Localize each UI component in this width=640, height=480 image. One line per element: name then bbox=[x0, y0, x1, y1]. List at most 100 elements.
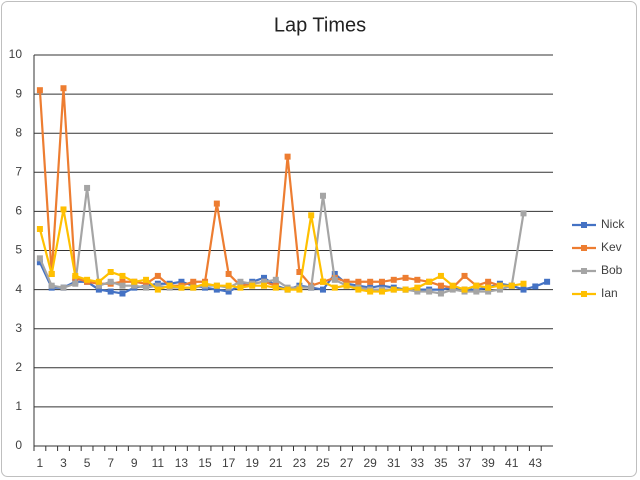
data-point bbox=[225, 288, 232, 295]
data-point bbox=[520, 286, 527, 293]
data-point bbox=[378, 282, 385, 289]
data-point bbox=[119, 290, 126, 297]
data-point bbox=[449, 282, 456, 289]
data-point bbox=[131, 282, 138, 289]
data-point bbox=[437, 282, 444, 289]
legend-marker bbox=[581, 222, 587, 228]
legend-label: Kev bbox=[601, 240, 622, 254]
data-point bbox=[143, 276, 150, 283]
y-tick-label: 7 bbox=[15, 164, 22, 178]
data-point bbox=[60, 85, 67, 92]
data-point bbox=[213, 286, 220, 293]
data-point bbox=[261, 278, 268, 285]
x-tick-label: 9 bbox=[131, 456, 138, 470]
x-tick-label: 37 bbox=[458, 456, 472, 470]
legend-label: Ian bbox=[601, 286, 618, 300]
data-point bbox=[60, 206, 67, 213]
data-point bbox=[60, 284, 67, 291]
data-point bbox=[426, 288, 433, 295]
data-point bbox=[237, 278, 244, 285]
data-point bbox=[36, 225, 43, 232]
data-point bbox=[154, 286, 161, 293]
data-point bbox=[485, 288, 492, 295]
data-point bbox=[143, 280, 150, 287]
x-tick-label: 29 bbox=[363, 456, 377, 470]
data-point bbox=[225, 282, 232, 289]
x-tick-label: 7 bbox=[107, 456, 114, 470]
data-point bbox=[119, 272, 126, 279]
data-point bbox=[378, 278, 385, 285]
data-point bbox=[249, 282, 256, 289]
y-tick-label: 9 bbox=[15, 86, 22, 100]
legend-marker bbox=[581, 268, 587, 274]
data-point bbox=[237, 284, 244, 291]
data-point bbox=[437, 286, 444, 293]
x-tick-label: 35 bbox=[434, 456, 448, 470]
x-tick-label: 23 bbox=[293, 456, 307, 470]
data-point bbox=[107, 278, 114, 285]
data-point bbox=[343, 278, 350, 285]
x-tick-label: 5 bbox=[84, 456, 91, 470]
y-tick-label: 2 bbox=[15, 360, 22, 374]
x-tick-label: 33 bbox=[411, 456, 425, 470]
data-point bbox=[355, 278, 362, 285]
data-point bbox=[402, 286, 409, 293]
data-point bbox=[72, 272, 79, 279]
data-point bbox=[48, 282, 55, 289]
data-point bbox=[296, 286, 303, 293]
data-point bbox=[296, 269, 303, 276]
y-tick-label: 3 bbox=[15, 321, 22, 335]
data-point bbox=[319, 286, 326, 293]
data-point bbox=[48, 270, 55, 277]
x-tick-label: 11 bbox=[152, 456, 165, 470]
data-point bbox=[272, 276, 279, 283]
data-point bbox=[437, 272, 444, 279]
y-tick-label: 6 bbox=[15, 204, 22, 218]
y-tick-label: 4 bbox=[15, 282, 22, 296]
data-point bbox=[308, 284, 315, 291]
data-point bbox=[343, 282, 350, 289]
data-point bbox=[319, 192, 326, 199]
data-point bbox=[367, 278, 374, 285]
y-tick-label: 5 bbox=[15, 243, 22, 257]
data-point bbox=[95, 278, 102, 285]
data-point bbox=[473, 288, 480, 295]
data-point bbox=[36, 255, 43, 262]
data-point bbox=[508, 282, 515, 289]
data-point bbox=[402, 274, 409, 281]
data-point bbox=[131, 278, 138, 285]
data-point bbox=[390, 286, 397, 293]
data-point bbox=[143, 284, 150, 291]
data-point bbox=[496, 286, 503, 293]
data-point bbox=[485, 284, 492, 291]
data-point bbox=[84, 184, 91, 191]
data-point bbox=[190, 278, 197, 285]
data-point bbox=[154, 282, 161, 289]
data-point bbox=[166, 282, 173, 289]
x-tick-label: 17 bbox=[222, 456, 236, 470]
x-tick-label: 13 bbox=[175, 456, 189, 470]
data-point bbox=[225, 270, 232, 277]
data-point bbox=[331, 284, 338, 291]
data-point bbox=[95, 286, 102, 293]
data-point bbox=[119, 278, 126, 285]
legend-marker bbox=[581, 245, 587, 251]
x-tick-label: 21 bbox=[269, 456, 283, 470]
data-point bbox=[284, 153, 291, 160]
x-tick-label: 25 bbox=[316, 456, 330, 470]
data-point bbox=[154, 272, 161, 279]
x-tick-label: 19 bbox=[246, 456, 260, 470]
data-point bbox=[367, 288, 374, 295]
data-point bbox=[414, 276, 421, 283]
data-point bbox=[308, 212, 315, 219]
x-tick-label: 27 bbox=[340, 456, 354, 470]
data-point bbox=[473, 282, 480, 289]
data-point bbox=[36, 87, 43, 94]
data-point bbox=[261, 274, 268, 281]
data-point bbox=[414, 284, 421, 291]
data-point bbox=[119, 282, 126, 289]
y-tick-label: 8 bbox=[15, 125, 22, 139]
y-tick-label: 1 bbox=[15, 399, 22, 413]
